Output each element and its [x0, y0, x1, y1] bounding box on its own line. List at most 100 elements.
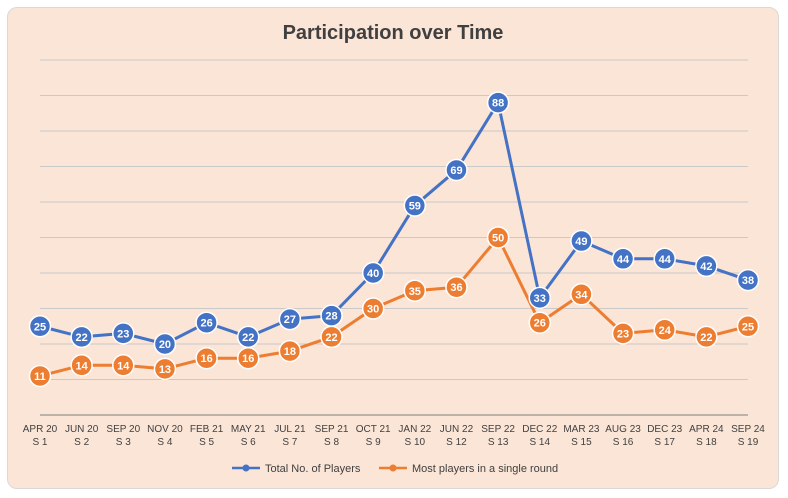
- legend-item-total-players[interactable]: Total No. of Players: [232, 463, 361, 475]
- data-point[interactable]: [695, 325, 718, 349]
- data-label: 14: [117, 360, 130, 372]
- data-label: 35: [409, 286, 421, 298]
- data-point[interactable]: [736, 268, 760, 292]
- x-tick-label: JUN 22 S 12: [440, 424, 474, 448]
- data-label: 36: [450, 282, 462, 294]
- chart-title: Participation over Time: [283, 22, 504, 44]
- data-point[interactable]: [653, 318, 676, 342]
- legend-item-most-players-round[interactable]: Most players in a single round: [379, 463, 558, 475]
- data-point[interactable]: [653, 247, 676, 271]
- x-tick-label: DEC 23 S 17: [647, 424, 682, 448]
- data-label: 26: [534, 318, 546, 330]
- data-point[interactable]: [195, 346, 218, 370]
- data-label: 23: [117, 328, 129, 340]
- data-label: 22: [76, 332, 88, 344]
- x-tick-label: APR 24 S 18: [689, 424, 724, 448]
- data-point[interactable]: [153, 332, 177, 356]
- data-label: 24: [659, 325, 672, 337]
- x-tick-label: SEP 20 S 3: [106, 424, 140, 448]
- x-tick-label: OCT 21 S 9: [356, 424, 391, 448]
- data-point[interactable]: [528, 286, 552, 310]
- legend: Total No. of Players Most players in a si…: [232, 463, 558, 475]
- data-point[interactable]: [70, 354, 93, 377]
- data-label: 42: [700, 261, 712, 273]
- data-point[interactable]: [361, 297, 385, 320]
- x-tick-label: SEP 22 S 13: [481, 424, 515, 448]
- data-point[interactable]: [403, 279, 427, 302]
- data-label: 22: [242, 332, 254, 344]
- data-point[interactable]: [403, 194, 427, 217]
- data-point[interactable]: [611, 322, 635, 345]
- data-label: 20: [159, 339, 171, 351]
- x-tick-label: JUL 21 S 7: [274, 424, 306, 448]
- series-most-players-round: 11 14 14 13 16 16 18 22 30 35 36 50 26 34 23 24 22 25: [28, 226, 760, 388]
- data-label: 27: [284, 314, 296, 326]
- data-point[interactable]: [112, 322, 135, 345]
- data-point[interactable]: [486, 226, 510, 249]
- data-label: 49: [575, 236, 587, 248]
- data-label: 14: [76, 360, 89, 372]
- data-label: 28: [325, 311, 337, 323]
- data-label: 50: [492, 233, 504, 245]
- data-label: 22: [700, 332, 712, 344]
- data-label: 30: [367, 304, 379, 316]
- data-point[interactable]: [112, 354, 135, 377]
- x-tick-label: AUG 23 S 16: [605, 424, 641, 448]
- series-layer: 11 14 14 13 16 16 18 22 30 35 36 50 26 34 23 24 22 25 25 22…: [28, 91, 760, 388]
- data-point[interactable]: [611, 247, 635, 271]
- data-label: 44: [659, 254, 672, 266]
- data-label: 25: [34, 321, 46, 333]
- data-point[interactable]: [28, 364, 52, 388]
- data-point[interactable]: [28, 315, 52, 338]
- data-point[interactable]: [278, 307, 302, 331]
- chart-card: [7, 7, 779, 489]
- data-point[interactable]: [528, 311, 552, 334]
- x-tick-label: JUN 20 S 2: [65, 424, 99, 448]
- x-axis: APR 20 S 1 JUN 20 S 2 SEP 20 S 3 NOV 20 S 4 FEB …: [23, 414, 765, 448]
- data-label: 59: [409, 201, 421, 213]
- data-point[interactable]: [445, 158, 468, 182]
- x-tick-label: DEC 22 S 14: [522, 424, 557, 448]
- data-label: 22: [325, 332, 337, 344]
- data-point[interactable]: [320, 304, 343, 327]
- legend-label: Total No. of Players: [265, 463, 361, 475]
- data-point[interactable]: [153, 357, 177, 381]
- data-point[interactable]: [278, 339, 302, 363]
- series-line: [39, 101, 749, 346]
- data-label: 38: [742, 275, 754, 287]
- data-label: 16: [242, 353, 254, 365]
- data-label: 16: [200, 353, 212, 365]
- legend-label: Most players in a single round: [412, 463, 558, 475]
- x-tick-label: MAR 23 S 15: [563, 424, 600, 448]
- data-label: 33: [534, 293, 546, 305]
- data-label: 69: [450, 165, 462, 177]
- data-point[interactable]: [736, 315, 760, 338]
- data-label: 40: [367, 268, 379, 280]
- data-label: 23: [617, 328, 629, 340]
- x-tick-label: NOV 20 S 4: [147, 424, 183, 448]
- data-label: 26: [200, 318, 212, 330]
- data-label: 88: [492, 98, 504, 110]
- data-point[interactable]: [570, 229, 593, 253]
- data-point[interactable]: [70, 325, 93, 349]
- data-point[interactable]: [486, 91, 510, 114]
- data-point[interactable]: [361, 261, 385, 285]
- data-label: 34: [575, 289, 588, 301]
- legend-marker: [389, 464, 397, 472]
- data-point[interactable]: [695, 254, 718, 278]
- x-tick-label: MAY 21 S 6: [231, 424, 266, 448]
- x-tick-label: SEP 21 S 8: [315, 424, 349, 448]
- data-point[interactable]: [445, 275, 468, 299]
- data-point[interactable]: [236, 325, 260, 349]
- x-tick-label: APR 20 S 1: [23, 424, 58, 448]
- data-label: 18: [284, 346, 296, 358]
- data-point[interactable]: [195, 311, 218, 334]
- x-tick-label: FEB 21 S 5: [190, 424, 224, 448]
- data-label: 44: [617, 254, 630, 266]
- series-total-players: 25 22 23 20 26 22 27 28 40 59 69 88 33 49 44 44 42 38: [28, 91, 760, 356]
- data-label: 13: [159, 364, 171, 376]
- x-tick-label: SEP 24 S 19: [731, 424, 765, 448]
- data-label: 11: [34, 371, 46, 383]
- data-point[interactable]: [570, 283, 593, 306]
